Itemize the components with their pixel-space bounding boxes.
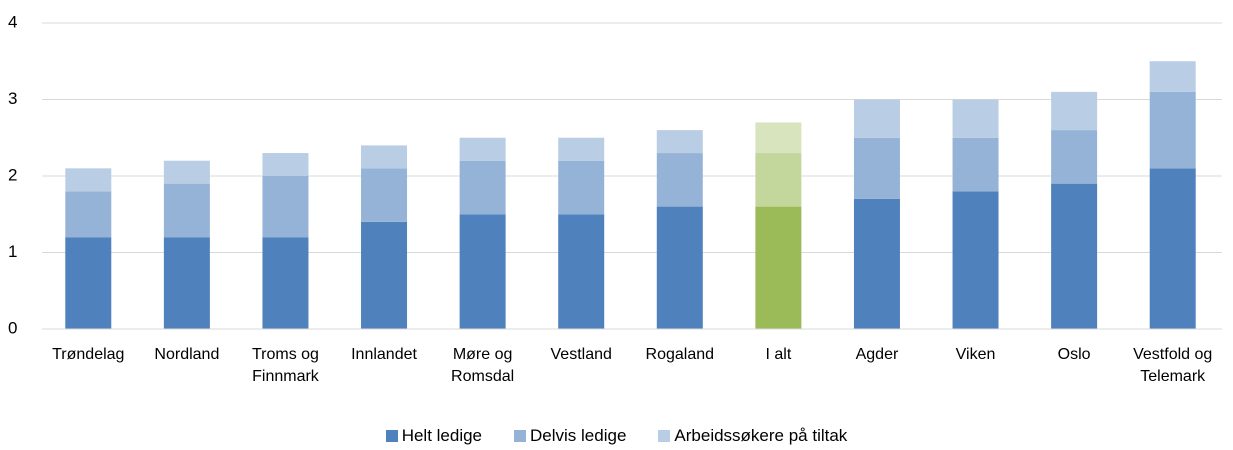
bar-segment	[853, 99, 900, 138]
legend-label: Helt ledige	[401, 426, 483, 445]
bar-segment	[262, 153, 309, 176]
bar-segment	[656, 130, 703, 154]
bar-segment	[1051, 91, 1098, 131]
x-tick-label: Troms og Finnmark	[251, 346, 319, 385]
bar-segment	[656, 153, 703, 207]
bar-segment	[1149, 168, 1196, 329]
legend-item: Helt ledige	[385, 426, 483, 446]
legend-swatch	[514, 430, 527, 442]
bar-segment	[755, 206, 802, 329]
bar-segment	[952, 99, 999, 138]
x-tick-label: Agder	[855, 346, 899, 363]
bar-segment	[361, 168, 408, 222]
y-tick-label: 4	[8, 12, 17, 31]
bar-segment	[1051, 130, 1098, 184]
bar-segment	[952, 137, 999, 192]
bar-segment	[1149, 91, 1196, 169]
bar-segment	[459, 214, 506, 329]
y-tick-label: 2	[8, 165, 17, 184]
x-tick-label: Innlandet	[351, 346, 417, 363]
bar-segment	[262, 176, 309, 238]
y-tick-label: 3	[8, 89, 17, 108]
y-tick-label: 0	[8, 318, 17, 337]
x-tick-label: Rogaland	[645, 346, 715, 363]
bar-segment	[361, 145, 408, 169]
bar-segment	[459, 160, 506, 215]
bar-segment	[1149, 61, 1196, 92]
x-tick-label: Møre og Romsdal	[451, 346, 515, 385]
y-tick-label: 1	[8, 242, 17, 261]
x-tick-label: Vestland	[550, 346, 612, 363]
bar-segment	[853, 137, 900, 199]
bar-segment	[853, 198, 900, 329]
x-tick-label: I alt	[765, 346, 792, 363]
bar-segment	[558, 214, 605, 329]
bar-segment	[558, 137, 605, 161]
legend: Helt ledige Delvis ledige Arbeidssøkere på…	[0, 426, 1233, 446]
bar-segment	[163, 237, 210, 329]
x-tick-label: Vestfold og Telemark	[1133, 346, 1213, 385]
legend-label: Delvis ledige	[530, 426, 627, 445]
x-tick-label: Trøndelag	[52, 346, 125, 363]
legend-label: Arbeidssøkere på tiltak	[674, 426, 848, 445]
bar-segment	[755, 122, 802, 154]
legend-swatch	[385, 430, 398, 442]
bar-segment	[65, 191, 112, 238]
x-tick-label: Oslo	[1057, 346, 1091, 363]
bar-segment	[1051, 183, 1098, 329]
bar-segment	[262, 237, 309, 329]
bar-segment	[952, 191, 999, 329]
legend-item: Delvis ledige	[514, 426, 626, 446]
bar-segment	[65, 168, 112, 192]
legend-item: Arbeidssøkere på tiltak	[658, 426, 847, 446]
bar-segment	[558, 160, 605, 215]
bar-segment	[163, 160, 210, 184]
bar-segment	[163, 183, 210, 238]
bar-segment	[65, 237, 112, 329]
bar-segment	[755, 153, 802, 207]
x-tick-label: Viken	[955, 346, 996, 363]
x-tick-label: Nordland	[154, 346, 220, 363]
bar-segment	[361, 221, 408, 329]
legend-swatch	[658, 430, 671, 442]
bar-segment	[656, 206, 703, 329]
bar-segment	[459, 137, 506, 161]
